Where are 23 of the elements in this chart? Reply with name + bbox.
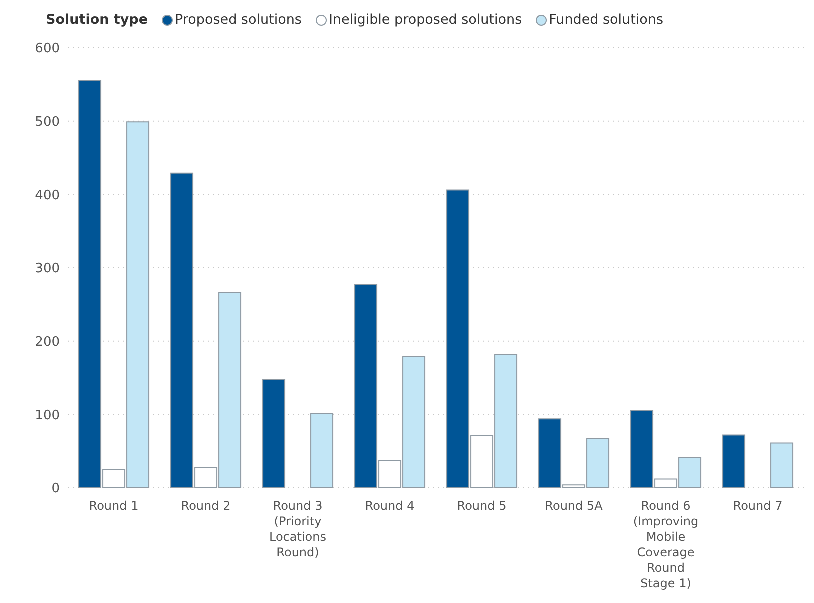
legend-label: Ineligible proposed solutions	[328, 12, 522, 28]
x-tick-label: Round 4	[365, 499, 415, 513]
y-tick-label: 200	[35, 334, 60, 350]
y-tick-label: 600	[35, 42, 60, 57]
y-tick-label: 500	[35, 114, 60, 130]
x-tick-label: Round 3 (Priority Locations Round)	[269, 499, 327, 560]
legend-label: Proposed solutions	[174, 12, 302, 28]
y-tick-label: 100	[35, 408, 60, 424]
bar	[310, 413, 334, 488]
y-tick-label: 300	[35, 262, 60, 277]
legend-label: Funded solutions	[548, 12, 664, 28]
y-tick-label: 0	[52, 482, 60, 497]
y-tick-label: 400	[35, 188, 60, 204]
bar	[722, 434, 746, 488]
bar	[262, 378, 286, 488]
x-tick-label: Round 6 (Improving Mobile Coverage Round Stage 1)	[633, 499, 699, 590]
x-tick-label: Round 5A	[545, 499, 604, 513]
x-tick-label: Round 1	[89, 499, 139, 513]
bar	[770, 442, 794, 488]
x-tick-label: Round 5	[457, 499, 507, 513]
x-tick-label: Round 2	[181, 499, 231, 513]
x-tick-label: Round 7	[733, 499, 783, 513]
legend-title: Solution type	[46, 12, 148, 28]
